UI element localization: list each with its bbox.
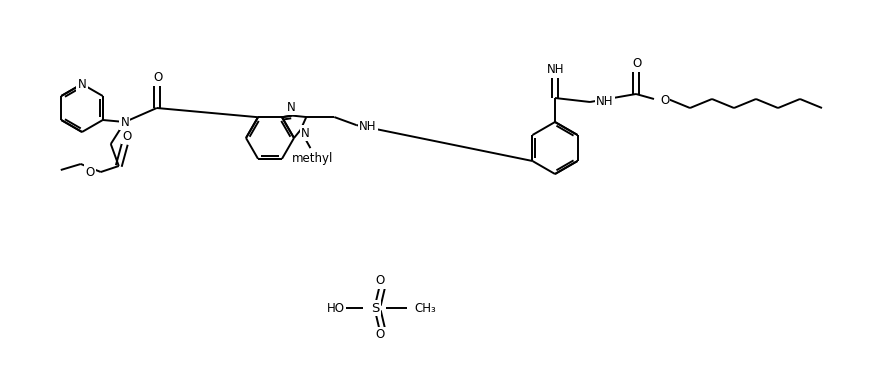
Text: O: O xyxy=(375,275,385,288)
Text: NH: NH xyxy=(360,120,377,132)
Text: N: N xyxy=(286,101,295,114)
Text: S: S xyxy=(371,301,379,315)
Text: O: O xyxy=(660,94,670,107)
Text: O: O xyxy=(86,166,95,178)
Text: N: N xyxy=(78,77,86,91)
Text: methyl: methyl xyxy=(292,151,333,165)
Text: NH: NH xyxy=(596,95,614,107)
Text: HO: HO xyxy=(327,301,345,315)
Text: O: O xyxy=(375,328,385,341)
Text: O: O xyxy=(122,129,132,142)
Text: NH: NH xyxy=(547,62,565,76)
Text: CH₃: CH₃ xyxy=(414,301,436,315)
Text: O: O xyxy=(632,56,642,70)
Text: O: O xyxy=(153,71,162,83)
Text: N: N xyxy=(301,127,310,140)
Text: N: N xyxy=(120,116,129,129)
